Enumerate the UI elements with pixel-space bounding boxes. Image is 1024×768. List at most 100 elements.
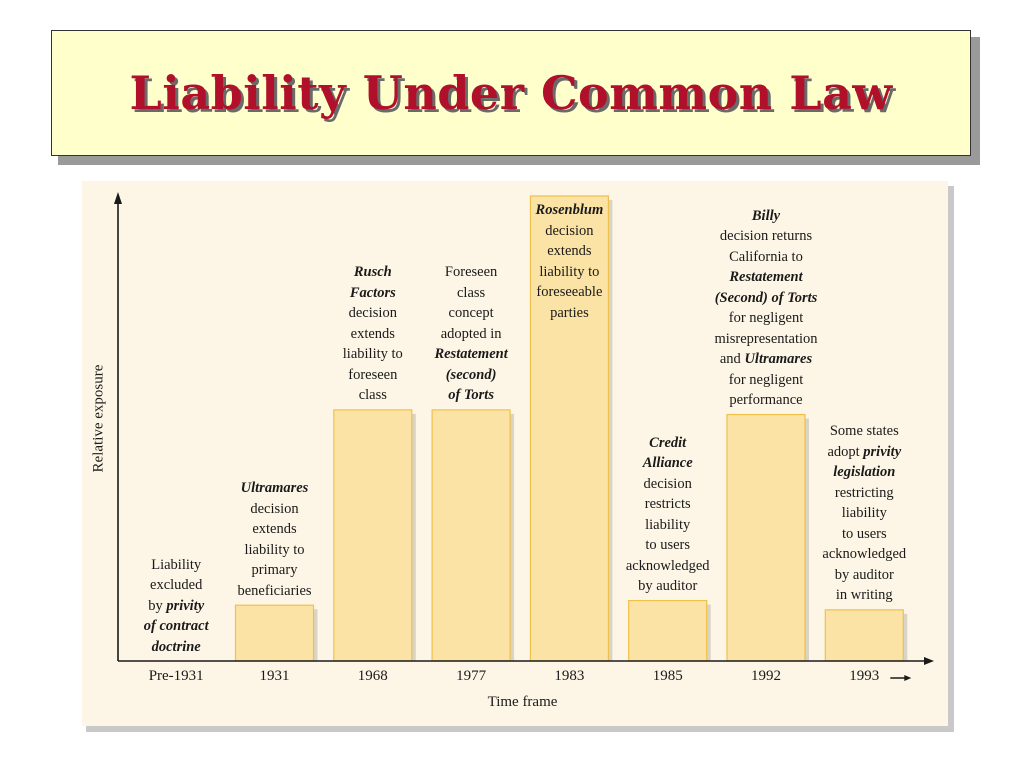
- annotation-1968: Rusch Factors decision extends liability to f…: [315, 262, 431, 406]
- annotation-line: Factors: [315, 283, 431, 304]
- annotation-line: primary: [217, 560, 333, 581]
- x-tick-label: 1992: [751, 668, 781, 684]
- emphasis-text: Ultramares: [744, 351, 813, 368]
- plain-text: primary: [251, 562, 298, 579]
- annotation-1993: Some states adopt privity legislation restr…: [806, 421, 922, 606]
- annotation-1983: Rosenblum decision extends liability to fore…: [511, 200, 627, 323]
- annotation-line: liability: [806, 503, 922, 524]
- plain-text: liability to: [244, 541, 305, 558]
- plain-text: Foreseen: [444, 264, 498, 281]
- plain-text: by auditor: [834, 566, 894, 583]
- annotation-line: foreseen: [315, 365, 431, 386]
- annotation-line: class: [413, 283, 529, 304]
- plain-text: for negligent: [728, 371, 804, 388]
- annotation-line: in writing: [806, 585, 922, 606]
- y-axis-arrow: [114, 192, 122, 204]
- y-axis-title: Relative exposure: [90, 364, 107, 473]
- bar-1977: [431, 409, 511, 662]
- annotation-line: and Ultramares: [708, 349, 824, 370]
- annotation-line: by auditor: [806, 565, 922, 586]
- annotation-line: restricting: [806, 483, 922, 504]
- annotation-line: Rusch: [315, 262, 431, 283]
- emphasis-text: (second): [445, 366, 497, 383]
- emphasis-text: of contract: [143, 618, 209, 634]
- annotation-line: foreseeable: [511, 282, 627, 303]
- plain-text: decision: [250, 500, 299, 517]
- annotation-line: legislation: [806, 462, 922, 483]
- emphasis-text: privity: [863, 443, 902, 460]
- plain-text: decision: [643, 475, 692, 492]
- annotation-line: misrepresentation: [708, 329, 824, 350]
- annotation-line: class: [315, 385, 431, 406]
- x-tick-label: Pre-1931: [148, 668, 204, 684]
- annotation-line: to users: [610, 535, 726, 556]
- annotation-line: adopted in: [413, 324, 529, 345]
- annotation-line: for negligent: [708, 370, 824, 391]
- plain-text: performance: [729, 392, 803, 409]
- bar-1993: [824, 609, 904, 662]
- emphasis-text: of Torts: [448, 387, 494, 404]
- plain-text: California to: [729, 248, 803, 265]
- plain-text: liability to: [539, 263, 600, 280]
- emphasis-text: Alliance: [642, 455, 693, 472]
- annotation-line: Credit: [610, 433, 726, 454]
- annotation-line: decision: [610, 474, 726, 495]
- plain-text: liability to: [342, 346, 403, 363]
- annotation-line: Restatement: [413, 344, 529, 365]
- plain-text: by: [148, 597, 167, 614]
- plain-text: misrepresentation: [714, 330, 818, 347]
- emphasis-text: (Second) of Torts: [714, 289, 818, 306]
- annotation-line: Ultramares: [217, 478, 333, 499]
- plain-text: concept: [448, 305, 494, 322]
- annotation-line: excluded: [118, 575, 234, 596]
- annotation-line: Some states: [806, 421, 922, 442]
- plain-text: class: [358, 387, 387, 404]
- x-axis-title: Time frame: [487, 694, 558, 710]
- bar-1992: [726, 413, 806, 662]
- annotation-line: restricts: [610, 494, 726, 515]
- plain-text: restricts: [644, 496, 691, 513]
- plain-text: Liability: [151, 556, 202, 573]
- annotation-line: extends: [315, 324, 431, 345]
- x-tick-label: 1931: [259, 668, 290, 684]
- annotation-line: Billy: [708, 206, 824, 227]
- x-tick-label: 1968: [357, 668, 388, 684]
- annotation-line: to users: [806, 524, 922, 545]
- plain-text: by auditor: [638, 578, 698, 595]
- emphasis-text: Billy: [751, 207, 781, 224]
- annotation-line: parties: [511, 303, 627, 324]
- annotation-line: of Torts: [413, 385, 529, 406]
- time-arrow-head: [904, 675, 912, 681]
- plain-text: foreseen: [348, 366, 398, 383]
- bar-1985: [628, 599, 708, 662]
- annotation-line: beneficiaries: [217, 581, 333, 602]
- plain-text: decision: [348, 305, 397, 322]
- slide-title: Liability Under Common Law: [129, 66, 893, 120]
- annotation-line: liability to: [511, 262, 627, 283]
- annotation-line: acknowledged: [806, 544, 922, 565]
- annotation-line: extends: [217, 519, 333, 540]
- annotation-line: decision: [217, 499, 333, 520]
- annotation-line: extends: [511, 241, 627, 262]
- plain-text: liability: [645, 516, 691, 533]
- bar-1968: [333, 409, 413, 662]
- x-tick-label: 1985: [652, 668, 683, 684]
- annotation-line: of contract: [118, 616, 234, 637]
- emphasis-text: Credit: [649, 434, 687, 451]
- plain-text: extends: [547, 243, 592, 259]
- annotation-line: (Second) of Torts: [708, 288, 824, 309]
- annotation-1931: Ultramares decision extends liability to pri…: [217, 478, 333, 601]
- x-tick-label: 1993: [849, 668, 880, 684]
- annotation-line: Rosenblum: [511, 200, 627, 221]
- plain-text: to users: [645, 537, 691, 554]
- emphasis-text: Factors: [349, 284, 396, 301]
- emphasis-text: Ultramares: [240, 480, 309, 497]
- emphasis-text: Restatement: [434, 346, 508, 363]
- plain-text: extends: [252, 521, 297, 538]
- annotation-line: doctrine: [118, 637, 234, 658]
- annotation-line: Foreseen: [413, 262, 529, 283]
- plain-text: beneficiaries: [237, 582, 312, 599]
- emphasis-text: legislation: [833, 464, 896, 481]
- emphasis-text: privity: [166, 597, 205, 614]
- annotation-line: liability to: [315, 344, 431, 365]
